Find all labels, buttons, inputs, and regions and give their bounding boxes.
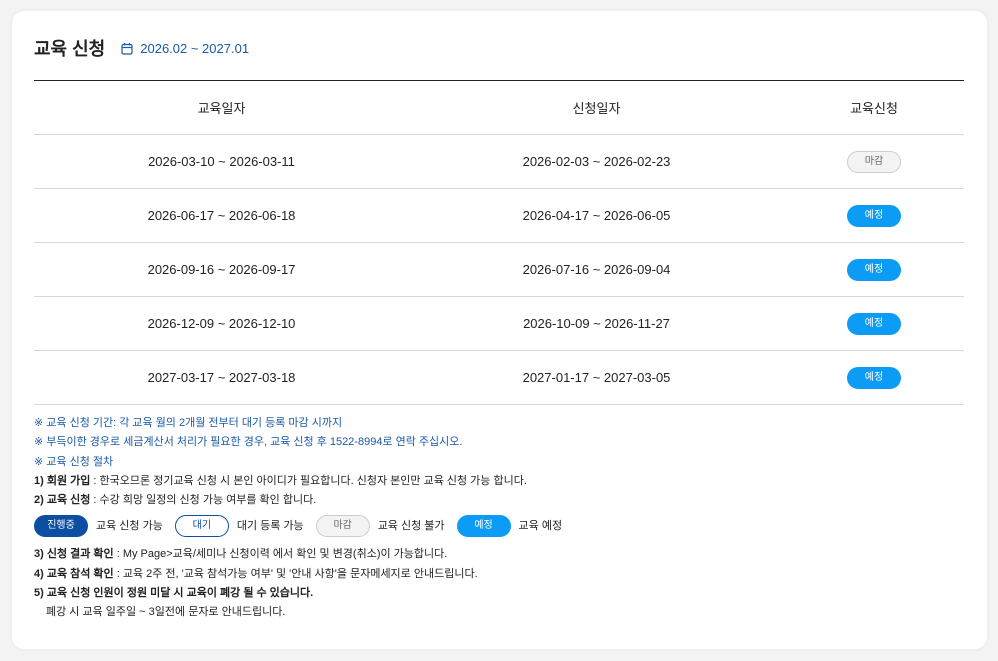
legend-text: 교육 신청 불가 <box>377 519 445 532</box>
table-row: 2026-09-16 ~ 2026-09-17 2026-07-16 ~ 202… <box>34 242 964 297</box>
edu-date: 2026-06-17 ~ 2026-06-18 <box>34 188 409 243</box>
notes: ※ 교육 신청 기간: 각 교육 월의 2개월 전부터 대기 등록 마감 시까지… <box>34 414 574 623</box>
step-3: 3) 신청 결과 확인 : My Page>교육/세미나 신청이력 에서 확인 … <box>34 548 448 561</box>
col-edu-date: 교육일자 <box>34 80 409 135</box>
edu-date: 2026-03-10 ~ 2026-03-11 <box>34 134 409 189</box>
apply-date: 2026-02-03 ~ 2026-02-23 <box>409 134 784 189</box>
step-4: 4) 교육 참석 확인 : 교육 2주 전, '교육 참석가능 여부' 및 '안… <box>34 567 478 580</box>
badge-waiting: 대기 <box>174 515 229 538</box>
status-cell: 예정 <box>784 188 964 243</box>
education-application-card: 교육 신청 2026.02 ~ 2027.01 교육일자 신청일자 교육신청 2… <box>12 11 987 649</box>
step-5: 5) 교육 신청 인원이 정원 미달 시 교육이 폐강 될 수 있습니다. <box>34 587 314 600</box>
table-row: 2026-03-10 ~ 2026-03-11 2026-02-03 ~ 202… <box>34 134 964 189</box>
period-text: 2026.02 ~ 2027.01 <box>140 40 250 56</box>
status-badge[interactable]: 예정 <box>847 258 901 281</box>
table-row: 2027-03-17 ~ 2027-03-18 2027-01-17 ~ 202… <box>34 350 964 405</box>
legend-text: 교육 신청 가능 <box>96 519 163 532</box>
badge-closed: 마감 <box>315 515 370 538</box>
edu-date: 2027-03-17 ~ 2027-03-18 <box>34 350 409 405</box>
page-title: 교육 신청 <box>34 39 106 59</box>
apply-date: 2026-04-17 ~ 2026-06-05 <box>409 188 784 243</box>
schedule-table: 교육일자 신청일자 교육신청 2026-03-10 ~ 2026-03-11 2… <box>34 80 964 405</box>
header: 교육 신청 2026.02 ~ 2027.01 <box>34 35 249 61</box>
note-procedure: ※ 교육 신청 절차 <box>34 455 114 468</box>
badge-scheduled: 예정 <box>456 515 511 538</box>
edu-date: 2026-12-09 ~ 2026-12-10 <box>34 296 409 351</box>
note-tax: ※ 부득이한 경우로 세금계산서 처리가 필요한 경우, 교육 신청 후 152… <box>34 436 463 449</box>
calendar-icon <box>121 42 133 55</box>
status-cell: 예정 <box>784 350 964 405</box>
apply-date: 2026-10-09 ~ 2026-11-27 <box>409 296 784 351</box>
col-status: 교육신청 <box>784 80 964 135</box>
step-2: 2) 교육 신청 : 수강 희망 일정의 신청 가능 여부를 확인 합니다. <box>34 494 317 507</box>
step-1: 1) 회원 가입 : 한국오므론 정기교육 신청 시 본인 아이디가 필요합니다… <box>34 474 527 487</box>
status-badge[interactable]: 예정 <box>847 366 901 389</box>
edu-date: 2026-09-16 ~ 2026-09-17 <box>34 242 409 297</box>
status-legend: 진행중 교육 신청 가능 대기 대기 등록 가능 마감 교육 신청 불가 예정 교육 예… <box>34 515 574 538</box>
table-row: 2026-06-17 ~ 2026-06-18 2026-04-17 ~ 202… <box>34 188 964 243</box>
badge-in-progress: 진행중 <box>34 515 88 538</box>
status-badge[interactable]: 예정 <box>847 204 901 227</box>
apply-date: 2027-01-17 ~ 2027-03-05 <box>409 350 784 405</box>
step-5-sub: 폐강 시 교육 일주일 ~ 3일전에 문자로 안내드립니다. <box>46 606 286 619</box>
col-apply-date: 신청일자 <box>409 80 784 135</box>
table-row: 2026-12-09 ~ 2026-12-10 2026-10-09 ~ 202… <box>34 296 964 351</box>
status-cell: 마감 <box>784 134 964 189</box>
status-cell: 예정 <box>784 242 964 297</box>
note-period: ※ 교육 신청 기간: 각 교육 월의 2개월 전부터 대기 등록 마감 시까지 <box>34 417 343 429</box>
period: 2026.02 ~ 2027.01 <box>121 41 249 56</box>
status-badge: 마감 <box>847 150 901 173</box>
status-badge[interactable]: 예정 <box>847 312 901 335</box>
apply-date: 2026-07-16 ~ 2026-09-04 <box>409 242 784 297</box>
status-cell: 예정 <box>784 296 964 351</box>
legend-text: 교육 예정 <box>518 519 563 532</box>
legend-text: 대기 등록 가능 <box>236 519 304 532</box>
